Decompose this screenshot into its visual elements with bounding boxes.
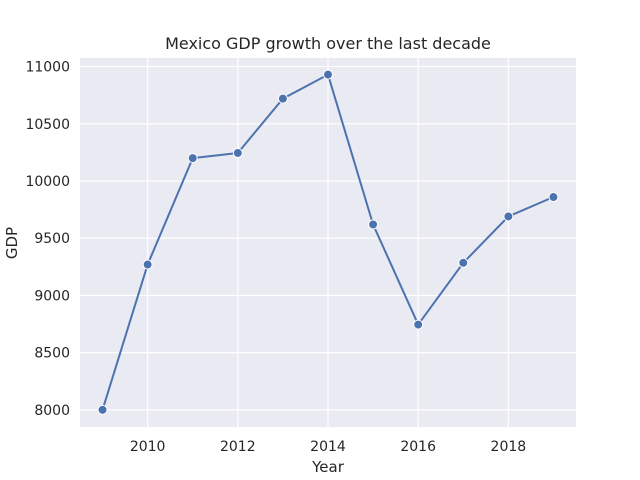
x-tick-label: 2014: [310, 439, 346, 455]
data-point: [232, 147, 243, 158]
chart-title: Mexico GDP growth over the last decade: [165, 34, 491, 53]
y-tick-label: 9500: [34, 231, 70, 247]
data-point: [458, 257, 469, 268]
data-point: [503, 211, 514, 222]
data-point: [277, 93, 288, 104]
y-tick-label: 9000: [34, 288, 70, 304]
x-tick-label: 2010: [130, 439, 166, 455]
x-tick-label: 2016: [400, 439, 436, 455]
y-grid-lines: [80, 65, 576, 411]
data-point: [187, 153, 198, 164]
data-point: [323, 69, 333, 80]
y-tick-labels: 8000 8500 9000 9500 10000 10500 11000: [25, 60, 70, 419]
y-tick-label: 8000: [34, 403, 70, 419]
y-tick-label: 8500: [34, 346, 70, 362]
data-point: [368, 219, 379, 230]
x-axis-label: Year: [311, 458, 345, 476]
data-point: [548, 192, 559, 203]
y-axis-label: GDP: [3, 227, 21, 259]
x-grid-lines: [147, 58, 509, 427]
y-tick-label: 11000: [25, 60, 70, 76]
y-tick-label: 10500: [25, 117, 70, 133]
x-tick-label: 2018: [491, 439, 527, 455]
y-tick-label: 10000: [25, 174, 70, 190]
data-point: [413, 319, 424, 330]
x-tick-label: 2012: [220, 439, 256, 455]
x-tick-labels: 2010 2012 2014 2016 2018: [130, 439, 526, 455]
data-point: [142, 259, 153, 270]
series-group: [97, 69, 559, 415]
data-point: [97, 404, 108, 415]
